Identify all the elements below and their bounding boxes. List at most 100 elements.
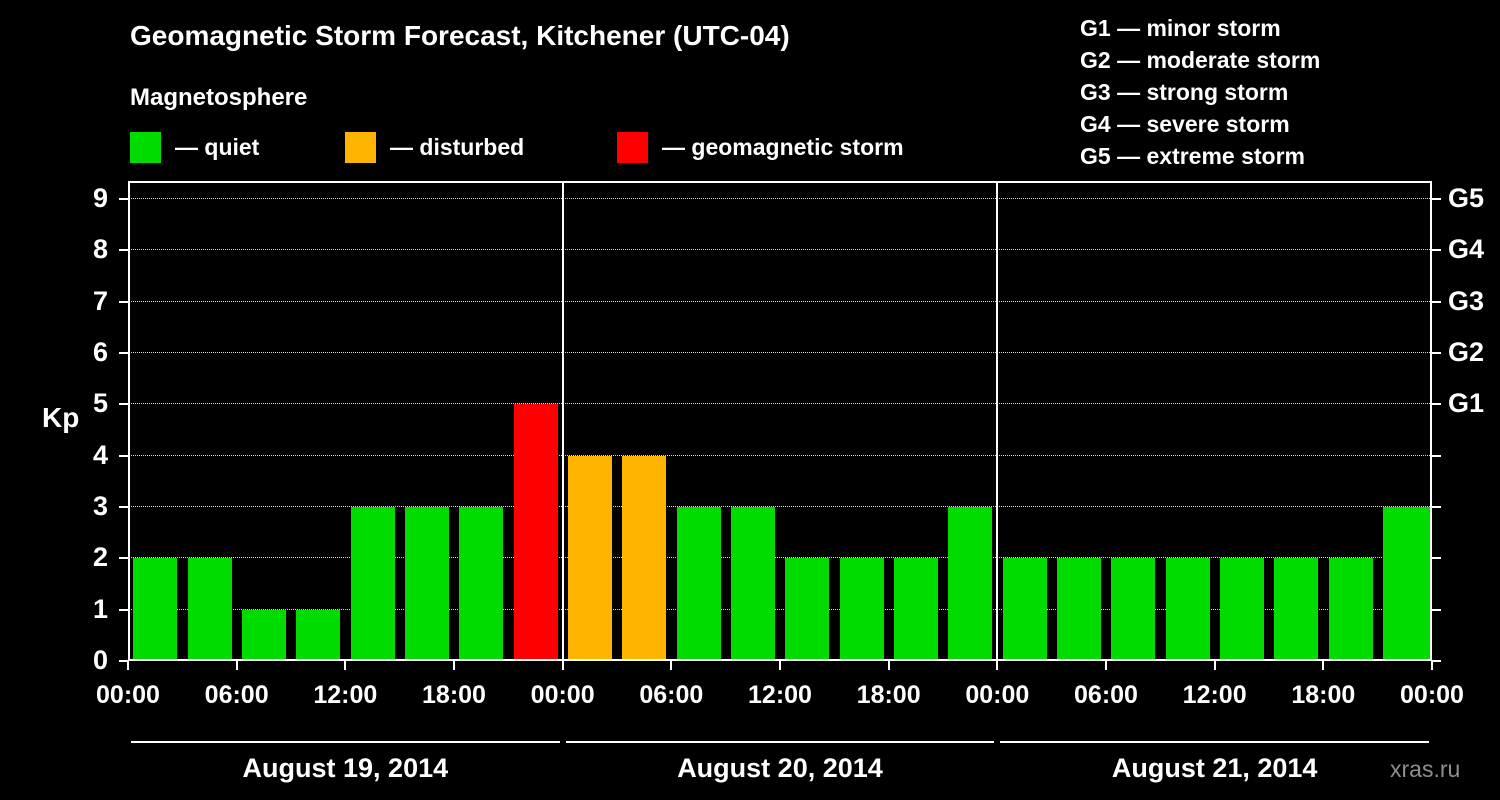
kp-bar	[839, 558, 884, 659]
x-tick-label: 18:00	[422, 681, 486, 709]
date-rule	[1000, 741, 1429, 743]
y-tick-label: 4	[92, 439, 108, 470]
x-tick-label: 06:00	[1074, 681, 1138, 709]
y-tick-right	[1432, 608, 1441, 611]
y-tick-left	[119, 660, 128, 662]
x-tick	[235, 661, 238, 670]
kp-bar	[893, 558, 938, 659]
g-scale-label-g1: G1	[1448, 388, 1485, 419]
y-tick-right	[1432, 300, 1441, 303]
y-tick-left	[119, 608, 128, 611]
kp-bar	[513, 404, 558, 659]
gridline-kp-2	[128, 557, 1432, 559]
x-tick-label: 12:00	[313, 681, 378, 709]
g-scale-label-g2: G2	[1448, 337, 1485, 367]
magnetosphere-label: Magnetosphere	[130, 84, 308, 111]
kp-bar	[676, 507, 721, 659]
kp-bar	[1056, 558, 1101, 659]
y-tick-right	[1432, 249, 1441, 252]
y-axis-title: Kp	[42, 402, 80, 433]
legend-quiet-label: — quiet	[175, 134, 260, 160]
x-tick-label: 00:00	[1400, 681, 1464, 709]
date-label: August 19, 2014	[242, 753, 449, 783]
y-tick-label: 2	[92, 542, 108, 573]
kp-bar	[459, 507, 504, 659]
storm-scale-line-g4: G4 — severe storm	[1080, 111, 1290, 137]
x-tick-label: 12:00	[1182, 681, 1247, 709]
gridline-kp-8	[128, 249, 1432, 251]
y-tick-label: 0	[92, 645, 108, 675]
kp-bar	[567, 455, 612, 659]
x-tick-label: 06:00	[639, 681, 704, 709]
page-title: Geomagnetic Storm Forecast, Kitchener (U…	[130, 20, 790, 51]
x-tick	[1322, 661, 1325, 670]
gridline-kp-5	[128, 403, 1432, 405]
kp-bar	[1165, 558, 1210, 659]
gridline-kp-6	[128, 352, 1432, 353]
y-tick-right	[1432, 506, 1441, 508]
y-tick-right	[1432, 352, 1441, 354]
g-scale-label-g4: G4	[1448, 234, 1485, 265]
storm-scale-line-g1: G1 — minor storm	[1080, 15, 1281, 41]
x-tick-label: 12:00	[748, 681, 812, 709]
gridline-kp-3	[128, 506, 1432, 507]
g-scale-label-g5: G5	[1448, 183, 1485, 213]
y-tick-right	[1432, 454, 1441, 457]
y-tick-label: 9	[92, 183, 108, 213]
storm-scale-line-g3: G3 — strong storm	[1080, 79, 1289, 105]
day-separator	[996, 181, 999, 661]
x-tick	[1213, 661, 1216, 670]
legend-item-quiet: — quiet	[130, 132, 259, 163]
x-tick	[996, 661, 999, 670]
legend-item-disturbed: — disturbed	[345, 132, 524, 163]
x-tick-label: 18:00	[1291, 681, 1356, 709]
y-tick-right	[1432, 557, 1441, 560]
x-tick	[453, 661, 455, 670]
kp-bar	[187, 558, 232, 659]
date-rule	[131, 741, 560, 743]
x-tick	[1431, 661, 1433, 670]
y-tick-label: 6	[92, 337, 108, 367]
y-tick-label: 3	[92, 491, 108, 521]
kp-bar	[785, 558, 830, 659]
y-tick-label: 5	[92, 388, 108, 419]
gridline-kp-9	[128, 198, 1432, 199]
x-tick-label: 06:00	[204, 681, 269, 709]
x-tick	[1105, 661, 1107, 670]
y-tick-right	[1432, 403, 1441, 406]
kp-bar-partial	[1418, 507, 1430, 659]
x-tick-label: 00:00	[965, 681, 1030, 709]
y-tick-right	[1432, 660, 1441, 662]
kp-bar	[404, 507, 449, 659]
kp-bar	[948, 507, 993, 659]
legend-item-storm: — geomagnetic storm	[617, 132, 904, 163]
y-tick-left	[119, 198, 128, 200]
y-tick-left	[119, 352, 128, 354]
date-label: August 21, 2014	[1111, 753, 1318, 783]
plot-frame	[128, 181, 1432, 661]
x-tick	[779, 661, 781, 670]
x-tick	[561, 661, 564, 670]
y-tick-label: 8	[92, 234, 108, 265]
kp-bar	[730, 507, 775, 659]
kp-bar	[133, 558, 178, 659]
x-tick	[887, 661, 890, 670]
quiet-color-swatch	[130, 132, 161, 163]
disturbed-color-swatch	[345, 132, 376, 163]
kp-bar	[1274, 558, 1319, 659]
gridline-kp-1	[128, 608, 1432, 610]
date-rule	[565, 741, 995, 743]
storm-scale-line-g5: G5 — extreme storm	[1080, 143, 1305, 169]
x-tick	[344, 661, 347, 670]
gridline-kp-4	[128, 454, 1432, 456]
legend-storm-label: — geomagnetic storm	[662, 134, 904, 160]
y-tick-left	[119, 249, 128, 252]
kp-bar	[350, 507, 395, 659]
y-tick-left	[119, 454, 128, 457]
gridline-kp-7	[128, 300, 1432, 302]
x-tick-label: 00:00	[530, 681, 595, 709]
kp-bar	[1111, 558, 1156, 659]
kp-bar	[622, 455, 667, 659]
y-tick-left	[119, 557, 128, 560]
